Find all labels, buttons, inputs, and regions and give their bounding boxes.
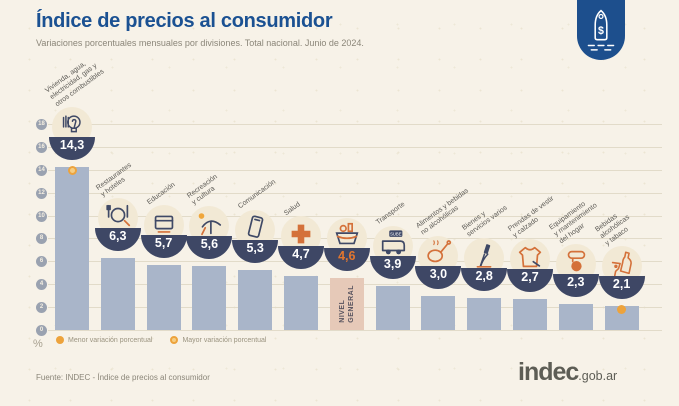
lightbulb-icon [57,110,87,145]
indec-logo-suffix: .gob.ar [578,369,618,383]
y-axis-unit-label: % [33,338,43,350]
mixer-icon [561,246,591,281]
badge-dollar-symbol: $ [598,25,604,37]
bar [467,298,502,330]
bus-icon: SUBE [378,228,408,263]
chicken-icon [423,238,453,273]
value-bowl: 2,8 [461,268,508,292]
category-label: Comunicación [237,178,278,211]
bar [421,295,456,330]
tshirt-icon [515,242,545,277]
min-variation-dot-icon [617,304,627,314]
bar-value: 14,3 [59,138,85,153]
category-label: Prendas de vestir y calzado [507,195,556,241]
page-title: Índice de precios al consumidor [36,10,333,32]
legend-item-min-variation: Menor variación porcentual [56,336,152,344]
bar-value: 2,3 [567,274,585,289]
grid-line [48,215,662,217]
grid-line [48,147,662,149]
bar-value: 6,3 [109,229,127,244]
bar-value: 5,7 [154,236,173,251]
value-bowl: 4,7 [278,246,324,270]
bar: NIVEL GENERAL [329,277,364,330]
y-axis-tick: 4 [36,278,47,290]
value-bowl: 2,1 [598,276,645,300]
bar [146,265,181,330]
svg-text:SUBE: SUBE [390,231,402,236]
indec-logo-text: indec [518,358,579,386]
y-axis-tick: 16 [36,142,47,154]
category-label: Educación [145,181,177,206]
bar [55,167,89,330]
source-note: Fuente: INDEC - Índice de precios al con… [36,373,210,382]
max-variation-dot-icon [67,165,77,175]
nivel-general-vertical-text: NIVEL GENERAL [338,284,355,323]
category-label: Transporte [374,201,406,227]
legend-item-max-variation: Mayor variación porcentual [170,336,266,344]
bar-value: 4,7 [292,247,310,262]
value-bowl: 3,0 [415,265,462,289]
value-bowl: 5,3 [232,239,279,263]
smartphone-icon [240,212,270,247]
book-icon [149,208,179,243]
bar [513,299,547,330]
legend-label-max: Mayor variación porcentual [182,336,267,344]
bar [284,276,318,330]
medical-cross-icon [286,219,316,254]
value-bowl: 2,3 [552,273,599,297]
y-axis-tick: 18 [36,119,47,131]
value-bowl: 3,9 [369,255,416,279]
bar [192,266,227,330]
umbrella-icon [194,209,224,244]
bar-value: 3,9 [383,256,402,271]
bar-value: 2,8 [475,269,493,284]
category-label: Vivienda, agua, electricidad, gas y otro… [44,60,106,108]
y-axis-tick: 2 [36,301,47,313]
grid-line [48,170,662,172]
page-subtitle: Variaciones porcentuales mensuales por d… [36,38,364,48]
razor-icon [469,241,499,276]
bar [100,258,135,330]
value-bowl: 2,7 [507,269,553,293]
bar-value: 2,1 [612,277,631,292]
bar [558,303,593,330]
shopping-basket-icon [332,220,362,255]
y-axis-tick: 0 [36,324,47,336]
value-bowl: 5,7 [140,235,187,259]
y-axis-tick: 14 [36,165,47,177]
y-axis-tick: 12 [36,187,47,199]
max-variation-dot-icon [170,336,179,344]
value-bowl: 6,3 [94,228,141,252]
grid-line [48,329,662,331]
bar-value: 3,0 [429,266,448,281]
price-tag-icon: $ [587,9,615,51]
bar-value: 2,7 [521,270,539,285]
indec-logo: indec .gob.ar [518,358,617,387]
value-bowl: 14,3 [49,137,95,161]
bar [375,285,410,330]
bar-value: 5,6 [200,237,219,252]
y-axis-tick: 8 [36,233,47,245]
y-axis-tick: 6 [36,256,47,268]
grid-line [48,192,662,194]
value-bowl: 5,6 [186,236,233,260]
bar [238,269,273,330]
legend: Menor variación porcentual Mayor variaci… [56,336,266,344]
price-tag-badge: $ [577,0,625,60]
bar-inner-label: NIVEL GENERAL [330,278,364,330]
bar [604,306,639,330]
bar-value: 5,3 [246,240,264,255]
category-label: Restaurantes y hoteles [94,162,133,200]
legend-label-min: Menor variación porcentual [68,336,153,344]
value-bowl: 4,6 [323,247,370,271]
grid-line [48,124,662,126]
bar-value: 4,6 [338,248,356,263]
min-variation-dot-icon [56,336,64,344]
y-axis-tick: 10 [36,210,47,222]
cutlery-icon [103,201,133,236]
category-label: Recreación y cultura [186,173,220,208]
